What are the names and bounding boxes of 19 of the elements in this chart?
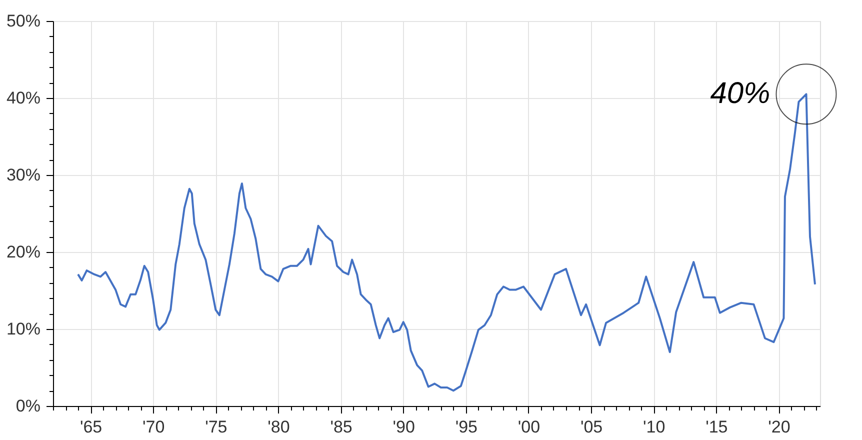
x-tick-label: '85 bbox=[330, 418, 352, 436]
y-tick-label: 0% bbox=[16, 396, 40, 416]
x-tick-label: '15 bbox=[706, 418, 728, 436]
x-tick-label: '95 bbox=[455, 418, 478, 436]
x-tick-label: '10 bbox=[643, 418, 666, 436]
annotation: 40% bbox=[710, 77, 770, 110]
x-tick-label: '75 bbox=[205, 418, 228, 436]
y-tick-label: 20% bbox=[6, 242, 40, 262]
y-tick-label: 30% bbox=[6, 166, 40, 184]
x-tick-label: '20 bbox=[768, 418, 790, 436]
x-tick-label: '80 bbox=[268, 418, 290, 436]
x-tick-label: '70 bbox=[142, 418, 165, 436]
x-tick-label: '00 bbox=[518, 418, 540, 436]
x-tick-label: '65 bbox=[80, 418, 102, 436]
y-tick-label: 40% bbox=[6, 88, 40, 108]
x-tick-label: '90 bbox=[392, 418, 415, 436]
x-tick-label: '05 bbox=[580, 418, 603, 436]
y-tick-label: 10% bbox=[6, 320, 40, 338]
y-tick-label: 50% bbox=[6, 12, 40, 30]
